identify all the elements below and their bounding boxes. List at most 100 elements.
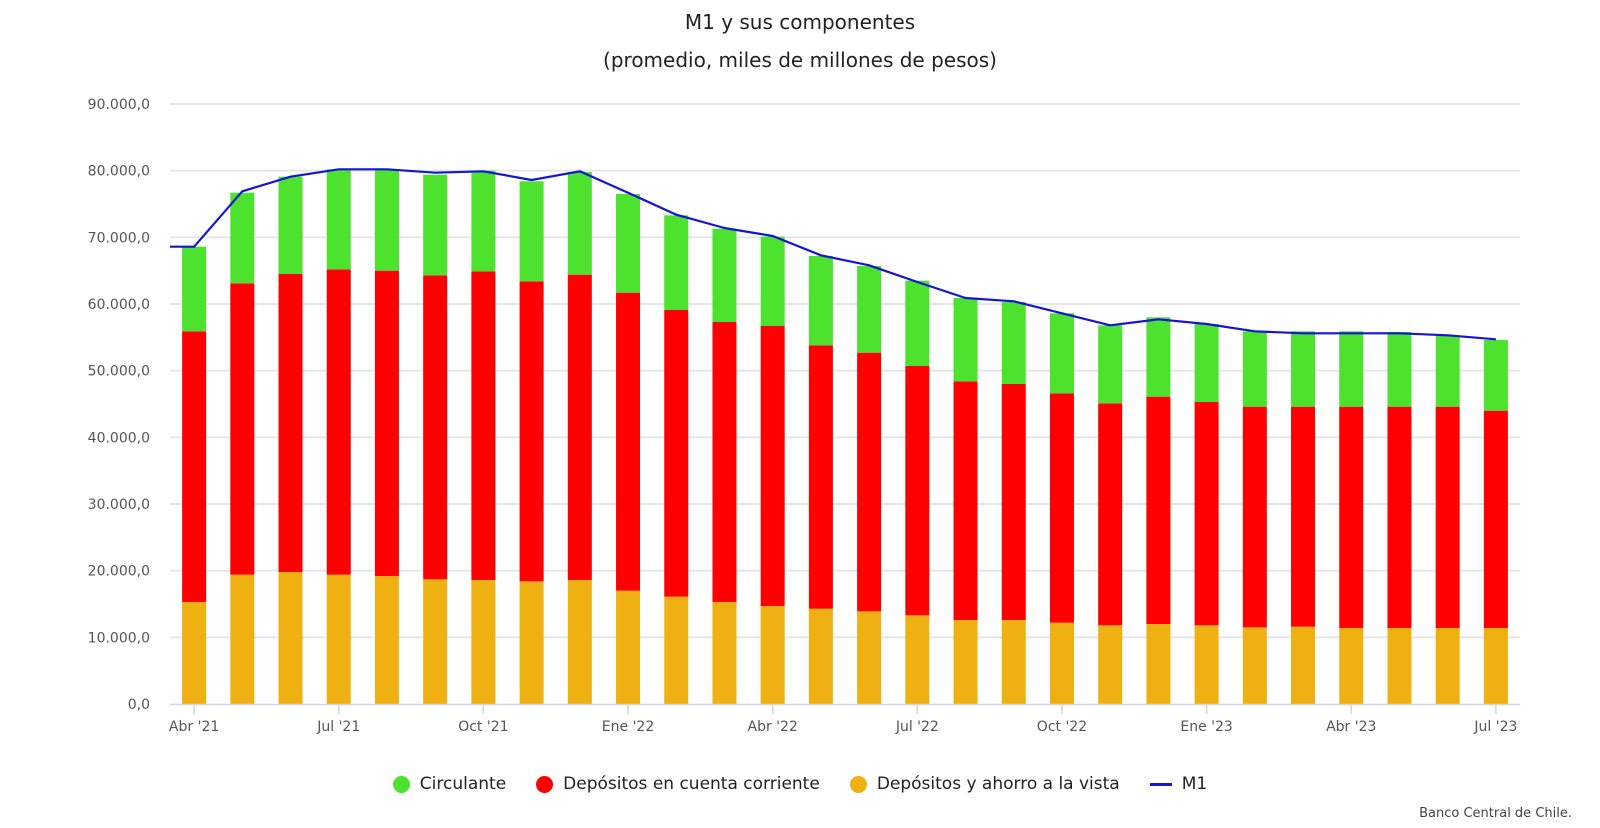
bar-segment [760, 236, 785, 326]
bar-segment [1001, 384, 1026, 620]
bar-segment [1049, 622, 1074, 704]
bar-segment [471, 170, 496, 272]
bar-segment [1049, 393, 1074, 623]
legend-item-depositos-cuenta-corriente[interactable]: Depósitos en cuenta corriente [536, 774, 820, 794]
bar-segment [278, 176, 303, 274]
bar-segment [326, 574, 351, 704]
bar-segment [1435, 406, 1460, 628]
bar-segment [1483, 628, 1508, 704]
bar-segment [423, 174, 448, 276]
legend-dot-icon [392, 775, 410, 793]
bar-segment [664, 310, 689, 597]
bars [182, 169, 1508, 704]
y-tick-label: 20.000,0 [88, 564, 150, 580]
x-tick-label: Ene '22 [602, 719, 654, 735]
bar-segment [1291, 406, 1316, 627]
bar-segment [182, 246, 207, 332]
bar-segment [1194, 324, 1219, 402]
bar-segment [182, 331, 207, 602]
bar-segment [712, 322, 737, 602]
credits[interactable]: Banco Central de Chile. [1419, 806, 1572, 821]
bar-segment [471, 580, 496, 704]
bar-segment [905, 280, 930, 366]
legend-label: Depósitos y ahorro a la vista [876, 774, 1120, 794]
bar-segment [616, 292, 641, 591]
bar-segment [1194, 402, 1219, 626]
y-tick-label: 70.000,0 [88, 230, 150, 246]
legend-line-icon [1149, 782, 1172, 786]
bar-segment [712, 602, 737, 704]
bar-segment [857, 352, 882, 612]
bar-segment [1098, 325, 1123, 404]
bar-segment [1098, 625, 1123, 704]
bar-segment [519, 181, 544, 282]
x-tick-label: Abr '23 [1326, 719, 1376, 735]
bar-segment [519, 281, 544, 582]
bar-segment [1435, 628, 1460, 704]
bar-segment [953, 620, 978, 704]
bar-segment [1242, 406, 1267, 628]
bar-segment [278, 572, 303, 704]
legend-item-m1[interactable]: M1 [1149, 774, 1207, 794]
legend-dot-icon [849, 775, 867, 793]
bar-segment [567, 580, 592, 704]
legend-label: Depósitos en cuenta corriente [563, 774, 820, 794]
bar-segment [1483, 340, 1508, 411]
grid-lines [170, 103, 1520, 639]
x-tick-label: Jul '21 [316, 719, 360, 735]
y-tick-label: 10.000,0 [88, 630, 150, 646]
x-tick-label: Abr '21 [169, 719, 219, 735]
x-tick-label: Jul '22 [895, 719, 939, 735]
bar-segment [857, 611, 882, 704]
bar-segment [1146, 396, 1171, 624]
bar-segment [664, 215, 689, 310]
bar-segment [760, 606, 785, 704]
bar-segment [857, 266, 882, 353]
bar-segment [567, 274, 592, 580]
bar-segment [567, 172, 592, 275]
bar-segment [664, 596, 689, 704]
bar-segment [1435, 335, 1460, 407]
bar-segment [230, 283, 255, 575]
bar-segment [1387, 406, 1412, 628]
bar-segment [616, 590, 641, 704]
chart-subtitle: (promedio, miles de millones de pesos) [603, 48, 997, 72]
x-tick-label: Jul '23 [1473, 719, 1517, 735]
bar-segment [905, 366, 930, 616]
bar-segment [423, 275, 448, 580]
legend: Circulante Depósitos en cuenta corriente… [0, 774, 1600, 794]
bar-segment [471, 271, 496, 580]
bar-segment [1339, 406, 1364, 628]
bar-segment [1242, 331, 1267, 407]
bar-segment [1387, 628, 1412, 704]
chart-title: M1 y sus componentes [684, 10, 916, 34]
bar-segment [423, 579, 448, 704]
bar-segment [1339, 628, 1364, 704]
bar-segment [1339, 331, 1364, 407]
bar-segment [182, 602, 207, 704]
bar-segment [808, 345, 833, 609]
legend-item-depositos-ahorro-vista[interactable]: Depósitos y ahorro a la vista [849, 774, 1120, 794]
y-tick-label: 40.000,0 [88, 430, 150, 446]
bar-segment [1098, 403, 1123, 626]
bar-segment [808, 256, 833, 346]
bar-segment [953, 298, 978, 382]
bar-segment [1001, 302, 1026, 384]
bar-segment [519, 581, 544, 704]
x-axis-labels: Abr '21 Jul '21 Oct '21 Ene '22 Abr '22 Jul '… [169, 704, 1517, 735]
bar-segment [230, 574, 255, 704]
legend-dot-icon [536, 775, 554, 793]
bar-segment [616, 194, 641, 293]
bar-segment [278, 274, 303, 572]
chart-plot: 0,0 10.000,0 20.000,0 30.000,0 40.000,0 50.00… [88, 97, 1520, 735]
legend-label: Circulante [419, 774, 507, 794]
x-tick-label: Ene '23 [1180, 719, 1232, 735]
m1-line [170, 168, 1496, 341]
bar-segment [1387, 332, 1412, 407]
bar-segment [326, 169, 351, 270]
bar-segment [1194, 625, 1219, 704]
bar-segment [808, 608, 833, 704]
y-tick-label: 30.000,0 [88, 497, 150, 513]
bar-segment [326, 269, 351, 575]
legend-item-circulante[interactable]: Circulante [392, 774, 507, 794]
